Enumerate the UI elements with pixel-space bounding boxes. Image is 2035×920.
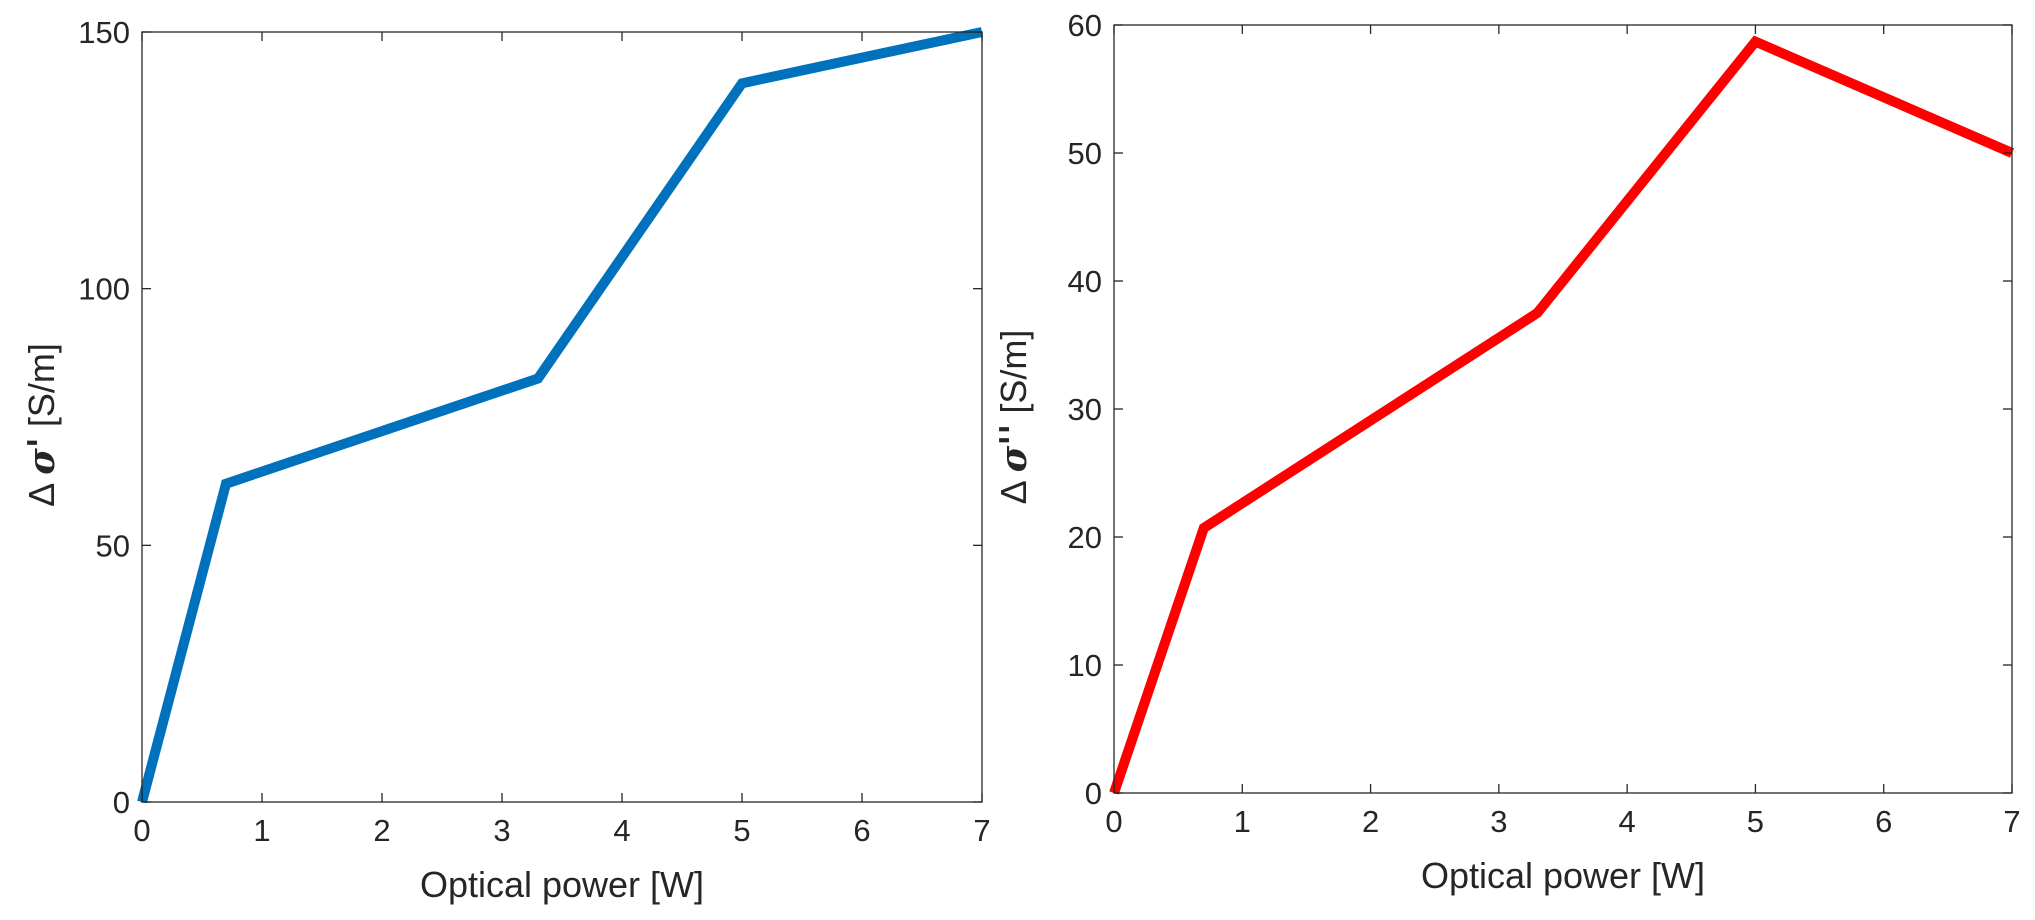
y-axis-title-prefix-right: Δ	[993, 472, 1034, 504]
series-layer-left	[137, 27, 984, 804]
x-tick-label-right-3: 3	[1490, 804, 1507, 839]
y-axis-title-right: Δ σ'' [S/m]	[993, 330, 1035, 505]
x-tick-label-right-1: 1	[1234, 804, 1251, 839]
x-tick-label-right-7: 7	[2003, 804, 2020, 839]
x-tick-label-left-2: 2	[373, 813, 390, 848]
plot-area-left	[142, 32, 982, 802]
y-tick-label-right-3: 30	[1068, 392, 1102, 427]
chart-left: 0 1 2 3 4 5 6 7 0 50 100 150 Optical power [W] Δ σ'…	[21, 15, 991, 905]
x-tick-label-left-5: 5	[733, 813, 750, 848]
y-tick-label-right-0: 0	[1085, 776, 1102, 811]
x-tick-label-right-5: 5	[1747, 804, 1764, 839]
axes-box-left	[141, 31, 983, 803]
series-line-right-0	[1109, 35, 2014, 795]
y-axis-title-symbol-left: σ'	[21, 437, 63, 475]
x-tick-label-left-6: 6	[853, 813, 870, 848]
x-tick-label-left-7: 7	[973, 813, 990, 848]
y-tick-label-right-5: 50	[1068, 136, 1102, 171]
x-tick-label-left-1: 1	[253, 813, 270, 848]
y-tick-label-left-0: 0	[113, 785, 130, 820]
y-tick-label-right-6: 60	[1068, 8, 1102, 43]
y-axis-title-left: Δ σ' [S/m]	[21, 343, 63, 507]
x-axis-title-right: Optical power [W]	[1421, 855, 1705, 896]
x-tick-label-right-6: 6	[1875, 804, 1892, 839]
x-tick-label-right-0: 0	[1105, 804, 1122, 839]
series-line-left-0	[137, 27, 984, 804]
y-tick-label-left-2: 100	[78, 272, 130, 307]
y-tick-label-left-1: 50	[96, 528, 130, 563]
x-tick-label-right-4: 4	[1619, 804, 1636, 839]
y-tick-label-right-4: 40	[1068, 264, 1102, 299]
plot-area-right	[1114, 25, 2012, 793]
y-tick-label-right-1: 10	[1068, 648, 1102, 683]
x-tick-label-left-0: 0	[133, 813, 150, 848]
y-tick-label-left-3: 150	[78, 15, 130, 50]
x-axis-title-left: Optical power [W]	[420, 864, 704, 905]
series-layer-right	[1109, 35, 2014, 795]
x-tick-label-right-2: 2	[1362, 804, 1379, 839]
y-axis-title-unit-right: [S/m]	[993, 330, 1034, 424]
ticks-layer-right: 0 1 2 3 4 5 6 7 0 10 20 30 40 50 60	[1068, 8, 2021, 839]
y-axis-title-unit-left: [S/m]	[21, 343, 62, 437]
y-tick-label-right-2: 20	[1068, 520, 1102, 555]
x-tick-label-left-4: 4	[613, 813, 630, 848]
y-axis-title-prefix-left: Δ	[21, 475, 62, 507]
y-axis-title-symbol-right: σ''	[993, 424, 1035, 473]
x-tick-label-left-3: 3	[493, 813, 510, 848]
ticks-layer-left: 0 1 2 3 4 5 6 7 0 50 100 150	[78, 15, 990, 848]
